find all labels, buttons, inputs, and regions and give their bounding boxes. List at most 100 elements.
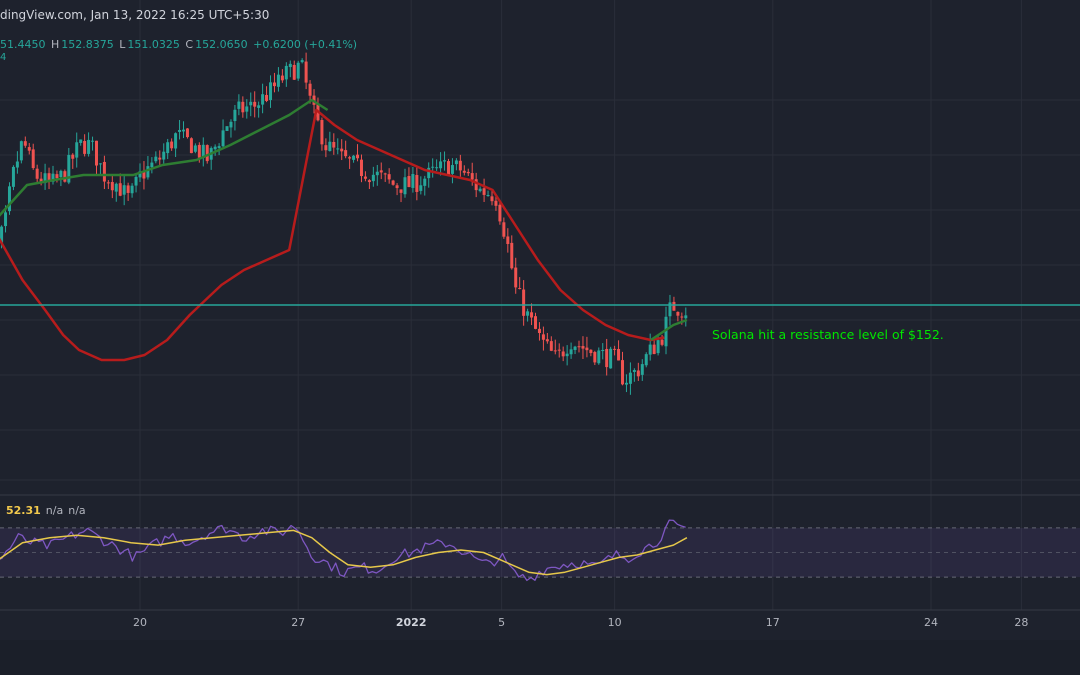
rsi-legend: 52.31 n/a n/a (0, 504, 86, 517)
candle-body (39, 178, 43, 183)
moving-averages (0, 98, 688, 362)
candle-body (35, 168, 39, 179)
candle-body (55, 174, 59, 179)
candle-body (11, 166, 15, 187)
candle-body (443, 160, 447, 162)
candle-body (565, 353, 569, 357)
ma-fast-line (0, 98, 329, 217)
candle-body (537, 328, 541, 333)
candle-body (581, 346, 585, 349)
candle-body (197, 144, 201, 158)
change-value: +0.6200 (+0.41%) (253, 38, 358, 51)
rsi-ma-line (0, 529, 688, 576)
candle-body (624, 382, 628, 385)
rsi-lines (0, 519, 688, 582)
candle-body (59, 170, 63, 178)
candle-body (114, 183, 118, 192)
candle-body (363, 176, 367, 179)
candle-body (644, 354, 648, 366)
candle-body (7, 186, 11, 212)
candle-body (94, 140, 98, 166)
candle-body (328, 141, 332, 152)
candle-body (98, 163, 102, 165)
candle-body (102, 161, 106, 182)
candle-body (632, 370, 636, 372)
candle-body (189, 138, 193, 154)
candle-body (122, 185, 126, 195)
candle-body (15, 161, 19, 168)
candle-body (249, 101, 253, 106)
candle-body (522, 289, 526, 316)
candle-body (466, 171, 470, 174)
candle-body (118, 183, 122, 196)
candle-body (593, 352, 597, 363)
candle-body (684, 315, 688, 319)
candle-body (292, 64, 296, 80)
candle-body (300, 60, 304, 63)
candle-body (193, 145, 197, 152)
candle-body (601, 349, 605, 352)
candle-body (672, 301, 676, 311)
candle-body (423, 178, 427, 186)
candle-body (47, 173, 51, 182)
candle-body (225, 126, 229, 131)
candle-body (446, 161, 450, 175)
candle-body (482, 188, 486, 195)
x-tick-label: 17 (766, 616, 780, 629)
candle-body (340, 148, 344, 152)
chart-annotation: Solana hit a resistance level of $152. (712, 327, 944, 342)
candle-body (502, 222, 506, 237)
candle-body (150, 162, 154, 168)
candle-body (106, 182, 110, 184)
candle-body (391, 180, 395, 185)
rsi-na-2: n/a (68, 504, 86, 517)
candle-body (265, 94, 269, 101)
candle-body (549, 341, 553, 351)
candle-body (83, 141, 87, 154)
open-value: 51.4450 (0, 38, 46, 51)
candle-body (668, 302, 672, 317)
candle-body (585, 347, 589, 351)
candle-body (478, 188, 482, 192)
candle-body (518, 288, 522, 290)
candle-body (541, 334, 545, 340)
candle-body (569, 349, 573, 355)
candle-body (652, 344, 656, 355)
candle-body (676, 311, 680, 316)
candle-body (19, 141, 23, 161)
candle-body (320, 119, 324, 145)
candle-body (308, 83, 312, 96)
candle-body (462, 170, 466, 173)
candle-body (664, 316, 668, 347)
candle-body (284, 65, 288, 80)
x-tick-label: 28 (1014, 616, 1028, 629)
candle-body (573, 346, 577, 350)
high-value: 152.8375 (61, 38, 114, 51)
candlestick-series (0, 52, 688, 395)
candle-body (470, 173, 474, 180)
candle-body (154, 156, 158, 162)
candle-body (237, 101, 241, 109)
candle-body (241, 101, 245, 113)
ohlc-readout: 51.4450 H 152.8375 L 151.0325 C 152.0650 +0… (0, 38, 359, 51)
candle-body (486, 195, 490, 197)
candle-body (182, 129, 186, 132)
candle-body (561, 351, 565, 357)
candle-body (87, 139, 91, 154)
candle-body (23, 141, 27, 146)
candle-body (288, 63, 292, 68)
candle-body (605, 348, 609, 368)
candle-body (490, 196, 494, 202)
candle-body (221, 130, 225, 147)
candle-body (514, 267, 518, 288)
rsi-value: 52.31 (6, 504, 41, 517)
candle-body (375, 171, 379, 176)
candle-body (656, 340, 660, 354)
candle-body (636, 370, 640, 377)
candle-body (43, 173, 47, 183)
x-tick-label: 27 (291, 616, 305, 629)
close-value: 152.0650 (195, 38, 248, 51)
candle-body (75, 142, 79, 158)
candle-body (296, 62, 300, 79)
